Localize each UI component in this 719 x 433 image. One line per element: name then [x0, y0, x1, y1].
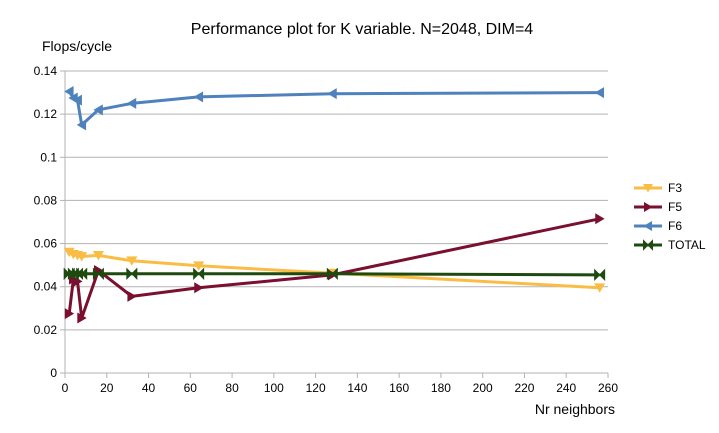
- data-point: [193, 267, 205, 280]
- legend-item-f5: F5: [634, 200, 682, 214]
- y-tick-label: 0.1: [40, 150, 57, 164]
- series-f6: [64, 85, 605, 131]
- data-point: [194, 282, 204, 294]
- legend-marker: [644, 202, 653, 212]
- x-tick-label: 80: [225, 381, 239, 395]
- x-axis-label: Nr neighbors: [535, 401, 615, 417]
- data-point: [73, 275, 83, 287]
- x-tick-labels: 0 20 40 60 80 100 120 140 160 180 200 220 240 260: [62, 381, 619, 395]
- y-tick-label: 0: [50, 366, 57, 380]
- data-point: [594, 268, 606, 282]
- legend-marker: [643, 184, 653, 193]
- legend: F3 F5 F6 TOTAL: [634, 181, 706, 252]
- data-point: [92, 251, 104, 261]
- data-point: [64, 85, 74, 97]
- x-tick-label: 120: [306, 381, 326, 395]
- legend-label: F5: [668, 200, 682, 214]
- x-tick-label: 0: [62, 381, 69, 395]
- x-tick-label: 220: [514, 381, 534, 395]
- legend-label: F3: [668, 181, 682, 195]
- x-tick-label: 200: [473, 381, 493, 395]
- axes: [60, 70, 609, 378]
- plot-area: [63, 85, 606, 324]
- data-point: [77, 312, 87, 324]
- y-tick-label: 0.08: [34, 193, 58, 207]
- data-point: [64, 308, 75, 320]
- data-point: [76, 119, 87, 131]
- data-point: [326, 267, 338, 280]
- x-tick-label: 40: [142, 381, 156, 395]
- data-point: [594, 283, 606, 293]
- legend-label: F6: [668, 219, 682, 233]
- y-tick-label: 0.04: [34, 280, 58, 294]
- legend-item-total: TOTAL: [634, 238, 706, 252]
- data-point: [72, 94, 82, 106]
- x-tick-label: 60: [184, 381, 198, 395]
- x-tick-label: 20: [100, 381, 114, 395]
- gridlines: [65, 70, 608, 331]
- series-line-f5: [67, 217, 600, 320]
- y-tick-label: 0.14: [34, 64, 58, 78]
- legend-item-f6: F6: [634, 219, 682, 233]
- legend-marker: [643, 239, 653, 251]
- x-tick-label: 140: [347, 381, 367, 395]
- data-point: [126, 267, 138, 280]
- y-tick-label: 0.06: [34, 237, 58, 251]
- data-point: [126, 97, 137, 109]
- y-tick-label: 0.12: [34, 107, 58, 121]
- data-point: [595, 213, 605, 225]
- data-point: [594, 87, 605, 99]
- x-tick-label: 260: [598, 381, 618, 395]
- x-tick-label: 160: [389, 381, 409, 395]
- data-point: [127, 290, 137, 302]
- x-tick-label: 240: [556, 381, 576, 395]
- data-point: [327, 88, 337, 100]
- chart-title: Performance plot for K variable. N=2048,…: [191, 21, 533, 38]
- x-tick-label: 180: [431, 381, 451, 395]
- data-point: [126, 256, 138, 266]
- data-point: [193, 261, 205, 271]
- x-tick-label: 100: [264, 381, 284, 395]
- legend-label: TOTAL: [668, 238, 706, 252]
- series-f3: [63, 247, 606, 293]
- legend-marker: [643, 221, 652, 231]
- legend-item-f3: F3: [634, 181, 682, 195]
- y-axis-label: Flops/cycle: [42, 38, 112, 54]
- data-point: [76, 267, 88, 280]
- data-point: [92, 267, 104, 280]
- data-point: [76, 252, 88, 262]
- data-point: [193, 91, 204, 103]
- series-total: [63, 267, 606, 282]
- y-tick-labels: 0 0.02 0.04 0.06 0.08 0.1 0.12 0.14: [34, 64, 58, 380]
- series-f5: [64, 213, 605, 324]
- y-tick-label: 0.02: [34, 323, 58, 337]
- data-point: [93, 104, 103, 116]
